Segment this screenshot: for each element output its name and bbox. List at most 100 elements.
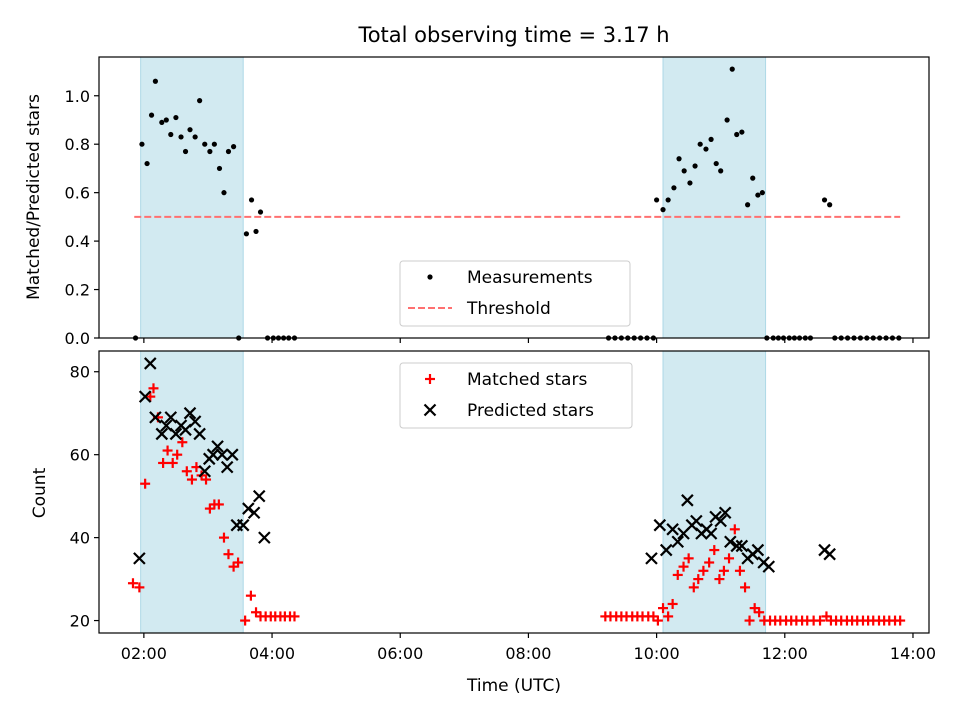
- bottom-legend: Matched stars Predicted stars: [399, 362, 633, 429]
- bottom-legend-label: Predicted stars: [467, 401, 594, 421]
- predicted-star-point-b: [252, 489, 266, 503]
- top-y-tick-label: 0.4: [65, 232, 90, 251]
- top-legend-label: Measurements: [467, 268, 593, 288]
- predicted-star-point: [169, 427, 183, 441]
- predicted-star-point-b: [236, 518, 250, 532]
- measurement-point: [755, 192, 761, 198]
- measurement-point: [182, 148, 189, 155]
- predicted-star-point: [730, 539, 743, 553]
- matched-star-point: [815, 615, 826, 626]
- matched-star-point: [683, 553, 694, 564]
- predicted-star-point: [220, 460, 234, 474]
- measurement-point: [681, 168, 687, 174]
- matched-star-point: [672, 569, 683, 580]
- measurement-point: [703, 146, 709, 152]
- top-y-axis-label: Matched/Predicted stars: [24, 94, 44, 300]
- x-tick-label: 14:00: [890, 644, 936, 663]
- matched-star-point: [186, 474, 197, 485]
- predicted-star-point: [690, 514, 703, 528]
- legend-predicted-marker: [423, 403, 437, 417]
- measurement-point: [257, 209, 264, 215]
- measurement-point: [192, 134, 198, 140]
- measurement-point: [759, 190, 765, 196]
- predicted-star-point-b: [164, 411, 178, 424]
- measurement-point: [734, 131, 740, 138]
- predicted-star-point-b: [730, 539, 743, 553]
- figure-title: Total observing time = 3.17 h: [357, 23, 669, 47]
- matched-star-point: [734, 565, 745, 576]
- predicted-star-point: [143, 357, 157, 370]
- predicted-star-point: [236, 518, 250, 532]
- bottom-panel: Count Time (UTC) 20 40 60 80 02:00 04:00 06:00…: [30, 350, 936, 696]
- top-y-tick-label: 0.8: [65, 135, 90, 154]
- matched-star-point: [714, 574, 725, 585]
- predicted-star-point-b: [704, 527, 718, 540]
- predicted-star-point: [183, 406, 197, 420]
- predicted-star-point-b: [133, 552, 146, 565]
- measurement-point: [202, 141, 208, 147]
- predicted-star-point: [823, 547, 836, 561]
- predicted-star-point-b: [762, 560, 776, 573]
- predicted-star-point-b: [198, 464, 212, 478]
- measurement-point: [739, 129, 745, 135]
- predicted-star-point-b: [724, 535, 737, 549]
- predicted-star-point-b: [714, 514, 727, 528]
- predicted-star-point-b: [718, 506, 732, 520]
- predicted-star-point-b: [690, 514, 703, 528]
- matched-star-point: [177, 437, 188, 448]
- measurement-point: [687, 180, 693, 186]
- top-y-tick-label: 1.0: [65, 87, 90, 106]
- matched-star-point: [718, 565, 729, 576]
- predicted-star-point-b: [149, 411, 162, 424]
- top-y-tick-label: 0.2: [65, 281, 90, 300]
- matched-star-point: [652, 615, 663, 626]
- matched-star-point: [162, 445, 173, 456]
- predicted-star-point-b: [258, 531, 271, 544]
- top-axes-frame: [98, 56, 930, 339]
- measurement-point: [248, 197, 255, 203]
- predicted-star-point: [133, 552, 146, 565]
- x-tick-label: 06:00: [377, 644, 423, 663]
- predicted-star-point-b: [193, 427, 206, 441]
- measurement-point: [178, 134, 184, 140]
- measurement-point: [718, 168, 724, 174]
- top-legend-label: Threshold: [466, 299, 551, 319]
- legend-matched-marker: [425, 374, 435, 384]
- predicted-star-point: [724, 535, 737, 549]
- matched-star-point: [724, 553, 735, 564]
- matched-star-point: [663, 611, 674, 622]
- predicted-star-point: [188, 415, 202, 428]
- measurement-point: [729, 66, 735, 72]
- predicted-star-point: [215, 448, 229, 461]
- predicted-star-point: [149, 411, 162, 424]
- predicted-star-point: [226, 448, 239, 461]
- predicted-star-point-b: [143, 357, 157, 370]
- measurement-point: [152, 78, 159, 84]
- matched-star-point: [754, 607, 765, 618]
- measurement-point: [139, 141, 145, 147]
- bottom-axes-frame: [98, 350, 930, 634]
- matched-star-point: [201, 474, 212, 485]
- x-axis-label: Time (UTC): [466, 676, 561, 696]
- measurement-point: [745, 202, 751, 208]
- matched-star-point: [233, 557, 244, 568]
- predicted-star-point: [659, 543, 673, 557]
- matched-star-point: [744, 615, 755, 626]
- measurement-point: [197, 98, 203, 104]
- predicted-star-point: [211, 440, 224, 453]
- measurement-point: [671, 185, 677, 191]
- predicted-star-point: [666, 523, 679, 536]
- measurement-point: [168, 131, 174, 138]
- measurement-point: [692, 163, 698, 169]
- matched-star-point: [134, 582, 145, 593]
- measurement-point: [207, 148, 213, 155]
- x-tick-label: 08:00: [505, 644, 551, 663]
- predicted-star-point: [645, 552, 658, 565]
- predicted-star-point-b: [155, 427, 169, 441]
- predicted-star-point-b: [823, 547, 836, 561]
- matched-star-point: [740, 582, 751, 593]
- predicted-star-point-b: [659, 543, 673, 557]
- measurement-point: [724, 117, 730, 123]
- bottom-legend-label: Matched stars: [467, 370, 587, 390]
- legend-measurements-marker: [427, 274, 433, 280]
